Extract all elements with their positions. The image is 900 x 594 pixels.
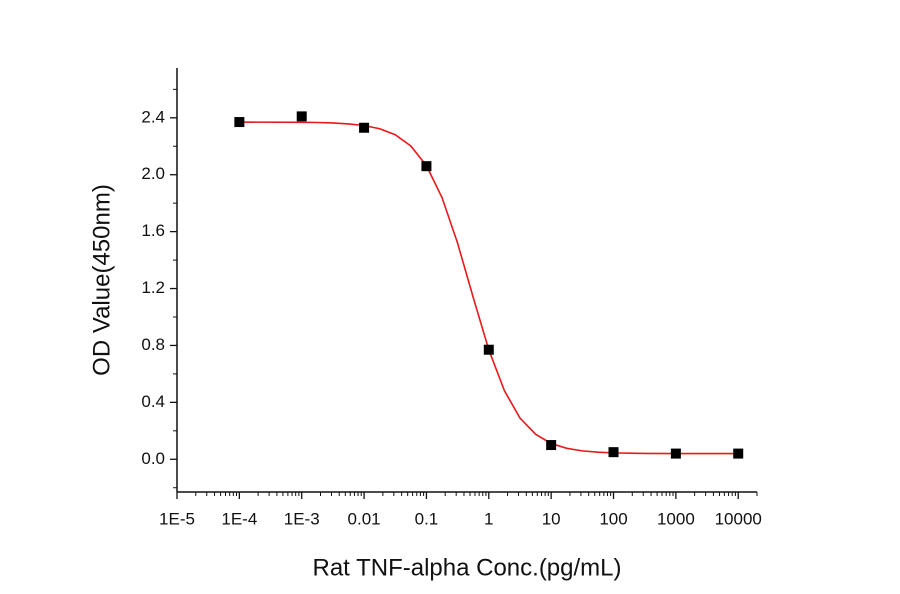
x-tick-label: 1E-5	[159, 509, 195, 528]
x-tick-label: 1	[484, 509, 493, 528]
x-tick-label: 1E-3	[284, 509, 320, 528]
data-point	[733, 448, 744, 459]
y-tick-label: 1.2	[141, 278, 165, 297]
data-point	[546, 440, 557, 451]
data-point	[296, 111, 307, 122]
y-tick-label: 1.6	[141, 221, 165, 240]
fit-curve	[239, 121, 739, 455]
data-point	[608, 447, 619, 458]
y-tick-label: 2.0	[141, 164, 165, 183]
x-tick-label: 100	[599, 509, 627, 528]
x-tick-label: 1000	[657, 509, 695, 528]
x-tick-label: 10000	[715, 509, 762, 528]
x-tick-label: 0.01	[348, 509, 381, 528]
y-axis-title: OD Value(450nm)	[88, 184, 115, 376]
y-tick-label: 0.8	[141, 335, 165, 354]
data-point	[234, 117, 245, 128]
data-point	[670, 448, 681, 459]
data-point	[421, 161, 432, 172]
data-point	[483, 344, 494, 355]
x-tick-label: 10	[542, 509, 561, 528]
x-axis-title: Rat TNF-alpha Conc.(pg/mL)	[313, 554, 622, 581]
y-tick-label: 0.0	[141, 449, 165, 468]
y-tick-label: 0.4	[141, 392, 165, 411]
x-tick-label: 0.1	[415, 509, 439, 528]
data-point	[359, 122, 370, 133]
y-tick-label: 2.4	[141, 107, 165, 126]
x-tick-label: 1E-4	[221, 509, 257, 528]
